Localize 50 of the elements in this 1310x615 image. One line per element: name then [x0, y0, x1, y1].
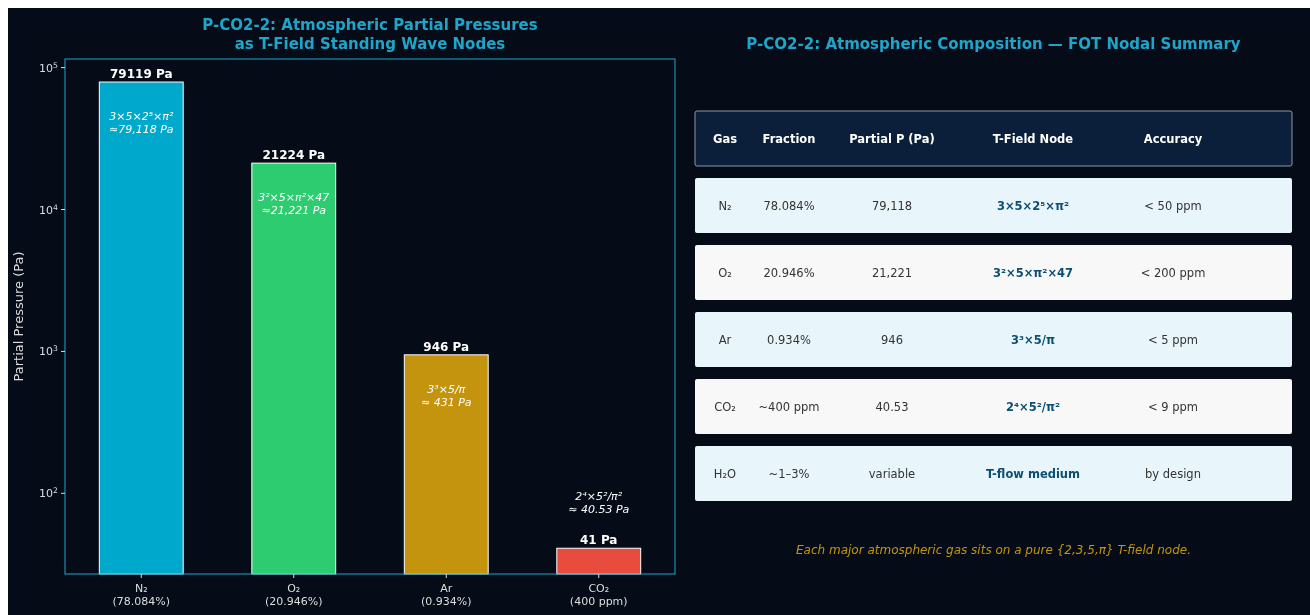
text: ~1–3% [768, 467, 810, 481]
category-label: Partial P (Pa) [849, 132, 935, 146]
x-tick-label: O₂ (20.946%) [264, 582, 323, 608]
text: 40.53 [875, 400, 909, 414]
text: CO₂ [714, 400, 736, 414]
text: < 50 ppm [1144, 199, 1202, 213]
data-label: 21224 Pa [262, 148, 325, 163]
y-tick-label: 10$^{3}$ [39, 343, 59, 359]
text: 0.934% [767, 333, 811, 347]
annotation: 3³×5/π ≈ 431 Pa [420, 382, 472, 409]
text: P-CO2-2: Atmospheric Composition — FOT Nodal Summary [746, 35, 1241, 53]
text: < 9 ppm [1147, 400, 1199, 414]
category-label: Gas [712, 132, 738, 146]
text: variable [868, 467, 916, 481]
text: ~400 ppm [758, 400, 820, 414]
text: Ar [718, 333, 732, 347]
text: 946 [881, 333, 903, 347]
data-label: 79119 Pa [110, 67, 173, 82]
text: 79,118 [871, 199, 913, 213]
text: 78.084% [763, 199, 815, 213]
text: O₂ [718, 266, 732, 280]
y-tick-label: 10$^{4}$ [39, 202, 59, 217]
text: < 200 ppm [1140, 266, 1206, 280]
category-label: Accuracy [1143, 132, 1203, 146]
annotation: 3²×5×π²×47 ≈21,221 Pa [258, 191, 330, 218]
x-tick-label: CO₂ (400 ppm) [569, 582, 628, 608]
text: H₂O [713, 467, 737, 481]
y-axis-title: Partial Pressure (Pa) [11, 251, 26, 382]
annotation: 2⁴×5²/π² ≈ 40.53 Pa [568, 490, 630, 517]
category-label: T-Field Node [992, 132, 1074, 146]
x-tick-label: N₂ (78.084%) [112, 582, 171, 608]
text: 3³×5/π [1011, 333, 1055, 347]
annotation: 3×5×2⁵×π² ≈79,118 Pa [108, 110, 174, 137]
text: < 5 ppm [1147, 333, 1199, 347]
data-label: 946 Pa [423, 339, 470, 354]
text: Each major atmospheric gas sits on a pure {2,3,5,π} T-field node. [796, 543, 1191, 557]
category-label: Fraction [762, 132, 816, 146]
chart-title: P-CO2-2: Atmospheric Partial Pressures as T-Field Standing Wave Nodes [202, 16, 538, 53]
text: T-flow medium [985, 467, 1081, 481]
text: 21,221 [871, 266, 913, 280]
text: 2⁴×5²/π² [1005, 400, 1061, 414]
text: 20.946% [763, 266, 815, 280]
x-tick-label: Ar (0.934%) [420, 582, 472, 608]
text: N₂ [718, 199, 732, 213]
text: 3×5×2⁵×π² [996, 199, 1070, 213]
y-tick-label: 10$^{2}$ [39, 485, 59, 501]
text: 3²×5×π²×47 [992, 266, 1074, 280]
text: by design [1145, 467, 1201, 481]
data-label: 41 Pa [580, 533, 618, 548]
y-tick-label: 10$^{5}$ [39, 60, 59, 75]
